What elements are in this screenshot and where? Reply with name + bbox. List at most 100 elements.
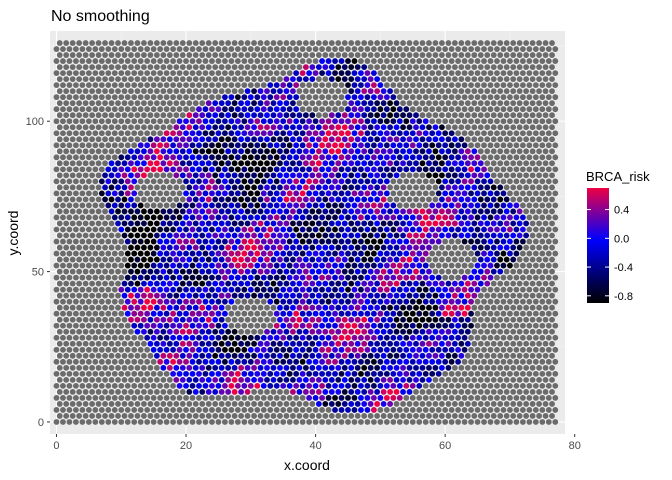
data-point (477, 280, 484, 287)
data-point (351, 322, 358, 329)
data-point (545, 395, 552, 401)
data-point (257, 364, 264, 371)
data-point (241, 286, 248, 293)
data-point (299, 382, 306, 389)
data-point (523, 76, 530, 83)
data-point (215, 214, 222, 221)
data-point (215, 82, 222, 89)
data-point (315, 340, 322, 347)
data-point (147, 401, 154, 407)
data-point (435, 334, 442, 341)
data-point (364, 286, 371, 293)
data-point (529, 40, 536, 46)
data-point (69, 413, 76, 419)
data-point (474, 262, 481, 269)
data-point (371, 130, 377, 137)
data-point (322, 220, 329, 227)
data-point (186, 328, 193, 335)
data-point (322, 208, 329, 215)
data-point (280, 190, 287, 197)
data-point (92, 178, 99, 185)
data-point (234, 274, 241, 281)
data-point (477, 292, 484, 299)
data-point (137, 334, 144, 341)
data-point (400, 124, 406, 131)
data-point (53, 334, 60, 341)
data-point (228, 286, 235, 293)
data-point (312, 82, 319, 89)
data-point (215, 58, 222, 64)
y-tick-label: 0 (38, 417, 44, 429)
data-point (345, 178, 351, 185)
data-point (277, 268, 283, 275)
data-point (170, 310, 176, 317)
data-point (519, 154, 526, 161)
data-point (283, 244, 290, 251)
data-point (82, 328, 89, 335)
data-point (95, 340, 102, 347)
data-point (367, 76, 374, 83)
data-point (212, 328, 219, 335)
data-point (422, 154, 429, 161)
data-point (254, 407, 261, 413)
data-point (354, 389, 361, 395)
data-point (516, 364, 523, 371)
data-point (500, 358, 507, 365)
data-point (234, 214, 241, 221)
data-point (79, 274, 86, 281)
data-point (218, 268, 225, 275)
data-point (105, 286, 112, 293)
data-point (66, 70, 73, 76)
data-point (247, 298, 254, 305)
data-point (442, 298, 449, 305)
data-point (354, 268, 361, 275)
data-point (383, 286, 390, 293)
data-point (422, 370, 429, 377)
data-point (445, 304, 452, 311)
data-point (383, 250, 390, 257)
data-point (260, 370, 267, 377)
data-point (251, 40, 257, 46)
data-point (432, 316, 439, 323)
data-point (251, 220, 257, 227)
data-point (406, 304, 413, 311)
data-point (238, 316, 245, 323)
data-point (111, 226, 118, 233)
data-point (215, 262, 222, 269)
data-point (254, 154, 261, 161)
data-point (416, 370, 423, 377)
data-point (231, 352, 238, 359)
data-point (105, 250, 112, 257)
data-point (82, 401, 89, 407)
data-point (432, 268, 439, 275)
data-point (442, 238, 449, 245)
data-point (85, 346, 92, 353)
data-point (464, 268, 471, 275)
data-point (286, 154, 293, 161)
data-point (111, 178, 118, 185)
data-point (179, 352, 186, 359)
data-point (549, 376, 555, 383)
data-point (290, 172, 296, 179)
data-point (516, 40, 523, 46)
data-point (222, 382, 228, 389)
data-point (260, 395, 267, 401)
data-point (228, 358, 235, 365)
data-point (212, 136, 219, 143)
data-point (383, 382, 390, 389)
data-point (225, 352, 232, 359)
data-point (354, 244, 361, 251)
data-point (267, 358, 274, 365)
data-point (270, 172, 277, 179)
data-point (170, 166, 176, 173)
data-point (277, 292, 283, 299)
data-point (468, 70, 474, 76)
data-point (351, 358, 358, 365)
data-point (160, 52, 167, 58)
data-point (312, 214, 319, 221)
data-point (244, 88, 251, 95)
data-point (451, 280, 458, 287)
data-point (435, 358, 442, 365)
data-point (273, 202, 280, 209)
data-point (371, 178, 377, 185)
